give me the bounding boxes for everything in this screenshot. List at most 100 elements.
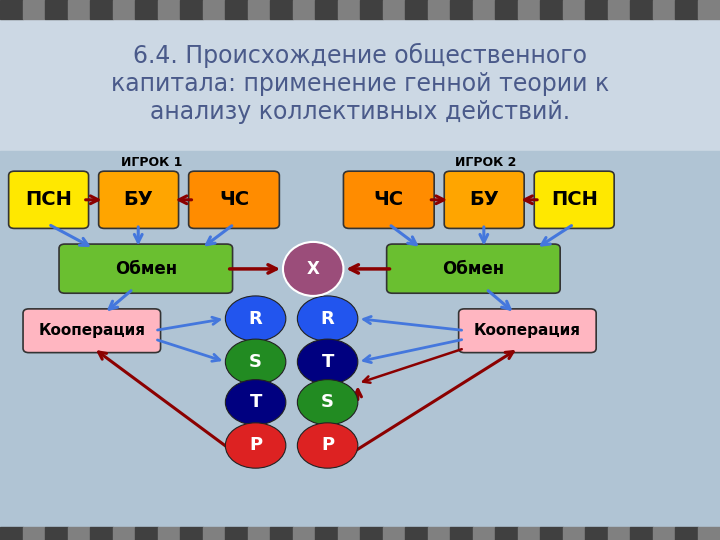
Text: X: X	[307, 260, 320, 278]
Text: ЧС: ЧС	[219, 190, 249, 210]
Text: P: P	[249, 436, 262, 455]
Bar	[495, 0, 518, 19]
Bar	[90, 0, 112, 19]
Bar	[450, 0, 472, 19]
Text: БУ: БУ	[469, 190, 499, 210]
Bar	[22, 526, 45, 540]
Text: S: S	[249, 353, 262, 371]
Text: T: T	[249, 393, 262, 411]
Bar	[675, 0, 698, 19]
Bar	[0, 0, 22, 19]
Text: T: T	[321, 353, 334, 371]
Text: ИГРОК 1: ИГРОК 1	[120, 156, 182, 168]
Circle shape	[225, 380, 286, 425]
Text: Обмен: Обмен	[442, 260, 505, 278]
Bar	[562, 526, 585, 540]
Bar	[540, 526, 562, 540]
FancyBboxPatch shape	[387, 244, 560, 293]
Bar	[0, 0, 720, 151]
Bar	[562, 0, 585, 19]
Bar	[90, 526, 112, 540]
Bar	[450, 526, 472, 540]
Bar	[428, 0, 450, 19]
Bar	[698, 0, 720, 19]
Text: R: R	[320, 309, 335, 328]
FancyBboxPatch shape	[59, 244, 233, 293]
Bar	[0, 526, 22, 540]
Bar	[630, 526, 652, 540]
Text: ЧС: ЧС	[374, 190, 404, 210]
Bar	[585, 526, 608, 540]
Bar	[292, 0, 315, 19]
Bar	[45, 526, 68, 540]
Bar	[180, 526, 202, 540]
Bar	[608, 0, 630, 19]
Bar	[428, 526, 450, 540]
FancyBboxPatch shape	[534, 171, 614, 228]
Bar	[472, 526, 495, 540]
Bar	[225, 0, 248, 19]
FancyBboxPatch shape	[189, 171, 279, 228]
Circle shape	[297, 339, 358, 384]
Bar	[135, 526, 158, 540]
Bar	[292, 526, 315, 540]
Bar	[382, 526, 405, 540]
Bar	[675, 526, 698, 540]
Bar	[112, 0, 135, 19]
Text: R: R	[248, 309, 263, 328]
Text: ИГРОК 2: ИГРОК 2	[455, 156, 517, 168]
Bar	[158, 0, 180, 19]
Bar	[405, 0, 428, 19]
Bar	[270, 526, 292, 540]
Bar	[472, 0, 495, 19]
Bar	[68, 0, 90, 19]
Bar	[315, 0, 338, 19]
Text: Обмен: Обмен	[114, 260, 177, 278]
Circle shape	[297, 380, 358, 425]
Bar	[45, 0, 68, 19]
Bar	[202, 0, 225, 19]
Bar	[0, 151, 720, 540]
Bar	[518, 526, 540, 540]
Circle shape	[225, 423, 286, 468]
Circle shape	[297, 296, 358, 341]
Bar	[608, 526, 630, 540]
Bar	[652, 526, 675, 540]
Bar	[630, 0, 652, 19]
Bar	[248, 0, 270, 19]
Bar	[22, 0, 45, 19]
Text: P: P	[321, 436, 334, 455]
Bar	[270, 0, 292, 19]
Text: ПСН: ПСН	[25, 190, 72, 210]
Bar	[585, 0, 608, 19]
Bar	[225, 526, 248, 540]
Bar	[112, 526, 135, 540]
Bar	[652, 0, 675, 19]
Circle shape	[297, 423, 358, 468]
Text: БУ: БУ	[124, 190, 153, 210]
Text: Кооперация: Кооперация	[38, 323, 145, 338]
Bar	[540, 0, 562, 19]
FancyBboxPatch shape	[444, 171, 524, 228]
Bar	[338, 526, 360, 540]
Bar	[158, 526, 180, 540]
Bar	[180, 0, 202, 19]
Text: S: S	[321, 393, 334, 411]
Text: Кооперация: Кооперация	[474, 323, 581, 338]
Bar	[360, 526, 382, 540]
Text: 6.4. Происхождение общественного
капитала: применение генной теории к
анализу ко: 6.4. Происхождение общественного капитал…	[111, 43, 609, 124]
Text: ПСН: ПСН	[551, 190, 598, 210]
Bar	[360, 0, 382, 19]
Bar	[248, 526, 270, 540]
Bar	[135, 0, 158, 19]
FancyBboxPatch shape	[99, 171, 179, 228]
Bar	[405, 526, 428, 540]
FancyBboxPatch shape	[343, 171, 434, 228]
Circle shape	[225, 296, 286, 341]
Circle shape	[225, 339, 286, 384]
FancyBboxPatch shape	[459, 309, 596, 353]
FancyBboxPatch shape	[9, 171, 89, 228]
Bar	[338, 0, 360, 19]
Bar	[315, 526, 338, 540]
Bar	[698, 526, 720, 540]
